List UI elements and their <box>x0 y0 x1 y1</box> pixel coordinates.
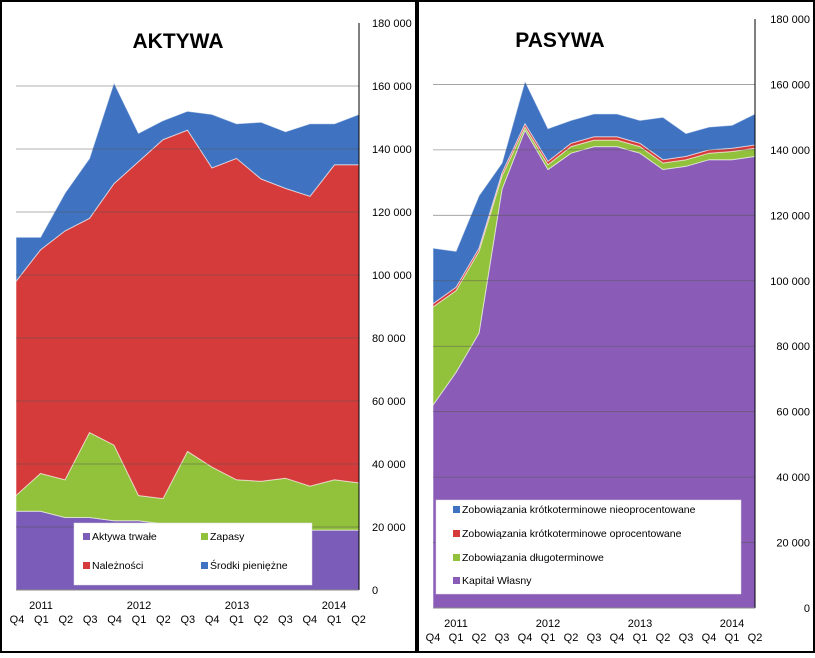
y-tick-label: 140 000 <box>770 145 810 157</box>
legend-label: Kapitał Własny <box>462 575 532 587</box>
legend-label: Zobowiązania krótkoterminowe oprocentowa… <box>462 528 682 540</box>
legend-label: Środki pieniężne <box>210 559 288 572</box>
x-year-label: 2013 <box>628 618 652 630</box>
legend: Zobowiązania krótkoterminowe nieoprocent… <box>435 499 742 595</box>
legend-swatch <box>201 533 208 540</box>
y-tick-label: 60 000 <box>776 407 810 419</box>
x-quarter-label: Q2 <box>156 614 171 626</box>
aktywa-chart: 180 000 160 000 140 000 120 000 100 000 80 00… <box>10 18 412 626</box>
legend-label: Zobowiązania długoterminowe <box>462 552 604 564</box>
y-tick-label: 120 000 <box>372 207 412 219</box>
x-quarter-label: Q2 <box>254 614 269 626</box>
x-quarter-label: Q1 <box>725 632 740 644</box>
legend-box <box>73 522 313 586</box>
legend-swatch <box>453 554 460 561</box>
x-quarter-label: Q4 <box>518 632 533 644</box>
y-tick-label: 20 000 <box>372 522 406 534</box>
legend-swatch <box>83 533 90 540</box>
x-year-label: 2011 <box>444 618 468 630</box>
x-year-label: 2013 <box>225 600 249 612</box>
legend-swatch <box>453 530 460 537</box>
x-quarter-label: Q3 <box>278 614 293 626</box>
x-quarter-label: Q2 <box>351 614 366 626</box>
legend-label: Zobowiązania krótkoterminowe nieoprocent… <box>462 504 696 516</box>
y-tick-label: 40 000 <box>776 472 810 484</box>
chart-title: PASYWA <box>515 29 604 52</box>
x-quarter-label: Q1 <box>449 632 464 644</box>
x-quarter-label: Q3 <box>180 614 195 626</box>
chart-title: AKTYWA <box>133 30 224 53</box>
x-quarter-label: Q1 <box>132 614 147 626</box>
x-quarter-label: Q3 <box>83 614 98 626</box>
x-year-label: 2014 <box>720 618 744 630</box>
x-quarter-label: Q1 <box>327 614 342 626</box>
y-tick-label: 80 000 <box>776 341 810 353</box>
y-tick-label: 180 000 <box>770 14 810 26</box>
y-tick-label: 20 000 <box>776 538 810 550</box>
y-tick-label: 120 000 <box>770 210 810 222</box>
x-quarter-label: Q2 <box>472 632 487 644</box>
x-year-label: 2012 <box>127 600 151 612</box>
x-quarter-label: Q2 <box>58 614 73 626</box>
legend-swatch <box>83 562 90 569</box>
x-year-label: 2012 <box>536 618 560 630</box>
x-quarter-label: Q4 <box>205 614 220 626</box>
x-quarter-label: Q2 <box>748 632 763 644</box>
x-quarter-label: Q4 <box>10 614 25 626</box>
y-tick-label: 100 000 <box>770 276 810 288</box>
x-quarter-label: Q2 <box>656 632 671 644</box>
x-quarter-label: Q1 <box>34 614 49 626</box>
x-quarter-label: Q1 <box>229 614 244 626</box>
legend-swatch <box>453 506 460 513</box>
x-quarter-label: Q4 <box>610 632 625 644</box>
y-tick-label: 100 000 <box>372 270 412 282</box>
legend-swatch <box>453 577 460 584</box>
legend-label: Należności <box>92 560 143 572</box>
legend-label: Zapasy <box>210 531 245 543</box>
legend-box <box>435 499 742 595</box>
x-quarter-label: Q1 <box>633 632 648 644</box>
x-quarter-label: Q3 <box>495 632 510 644</box>
x-quarter-label: Q4 <box>302 614 317 626</box>
y-tick-label: 160 000 <box>372 81 412 93</box>
legend-label: Aktywa trwałe <box>92 531 157 543</box>
y-tick-label: 40 000 <box>372 459 406 471</box>
y-tick-label: 80 000 <box>372 333 406 345</box>
x-quarter-label: Q4 <box>107 614 122 626</box>
panel-divider <box>415 0 419 653</box>
x-year-label: 2011 <box>29 600 53 612</box>
y-tick-label: 0 <box>804 603 810 615</box>
legend-swatch <box>201 562 208 569</box>
x-quarter-label: Q4 <box>426 632 441 644</box>
y-tick-label: 60 000 <box>372 396 406 408</box>
x-year-label: 2014 <box>322 600 346 612</box>
x-quarter-label: Q2 <box>564 632 579 644</box>
x-quarter-label: Q4 <box>702 632 717 644</box>
y-tick-label: 160 000 <box>770 79 810 91</box>
y-tick-label: 180 000 <box>372 18 412 30</box>
y-tick-label: 0 <box>372 585 378 597</box>
y-tick-label: 140 000 <box>372 144 412 156</box>
x-quarter-label: Q1 <box>541 632 556 644</box>
pasywa-chart: 180 000 160 000 140 000 120 000 100 000 80 00… <box>426 14 810 644</box>
legend: Aktywa trwałe Zapasy Należności Środki pien… <box>73 522 313 586</box>
x-quarter-label: Q3 <box>679 632 694 644</box>
x-quarter-label: Q3 <box>587 632 602 644</box>
